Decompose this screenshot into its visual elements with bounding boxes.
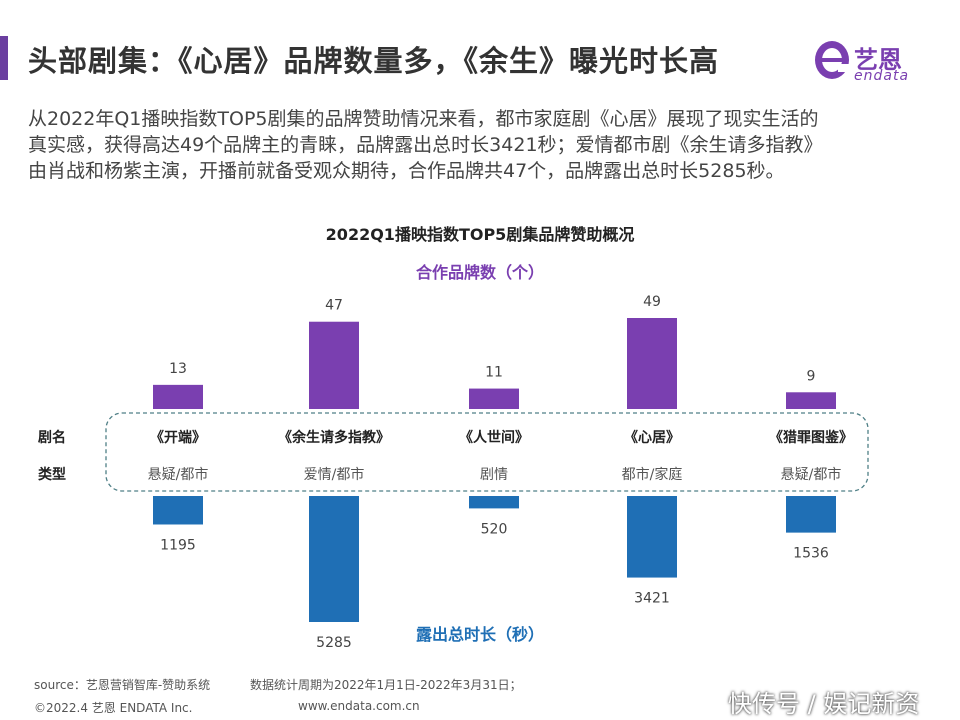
description-line: 从2022年Q1播映指数TOP5剧集的品牌赞助情况来看，都市家庭剧《心居》展现了…: [28, 108, 819, 130]
legend-exposure-duration: 露出总时长（秒）: [416, 625, 544, 644]
exposure-duration-bar: [309, 496, 359, 622]
website: www.endata.com.cn: [298, 699, 420, 713]
brand-count-label: 9: [807, 368, 816, 384]
brand-count-label: 49: [643, 294, 661, 310]
watermark: 快传号 / 娱记新资: [728, 690, 920, 718]
brand-count-label: 11: [485, 365, 503, 381]
drama-name-label: 《余生请多指教》: [278, 429, 390, 446]
brand-count-bar: [153, 384, 203, 409]
exposure-duration-bar: [469, 496, 519, 509]
logo-text: 艺恩: [854, 46, 902, 74]
exposure-duration-label: 1536: [793, 546, 829, 562]
period-note: 数据统计周期为2022年1月1日-2022年3月31日；: [250, 678, 522, 692]
endata-logo: 艺恩 endata: [812, 38, 942, 88]
brand-count-label: 47: [325, 298, 343, 314]
drama-genre-label: 悬疑/都市: [148, 466, 209, 483]
drama-name-label: 《猎罪图鉴》: [769, 429, 853, 446]
source-note: source：艺恩营销智库-赞助系统: [34, 678, 211, 692]
drama-genre-label: 爱情/都市: [304, 466, 365, 483]
drama-genre-label: 悬疑/都市: [781, 466, 842, 483]
exposure-duration-label: 3421: [634, 591, 670, 607]
exposure-duration-label: 520: [481, 521, 508, 537]
exposure-duration-bar: [627, 496, 677, 578]
row-label-name: 剧名: [38, 429, 66, 446]
legend-brand-count: 合作品牌数（个）: [416, 263, 544, 282]
brand-count-bar: [309, 321, 359, 409]
brand-count-label: 13: [169, 361, 187, 377]
category-box: [105, 412, 869, 492]
description-paragraph: 从2022年Q1播映指数TOP5剧集的品牌赞助情况来看，都市家庭剧《心居》展现了…: [28, 106, 928, 184]
chart-title: 2022Q1播映指数TOP5剧集品牌赞助概况: [325, 225, 635, 244]
exposure-duration-bar: [786, 496, 836, 533]
description-line: 真实感，获得高达49个品牌主的青睐，品牌露出总时长3421秒；爱情都市剧《余生请…: [28, 134, 823, 156]
brand-count-bar: [786, 392, 836, 409]
title-accent-bar: [0, 36, 8, 80]
drama-genre-label: 都市/家庭: [622, 466, 683, 483]
row-label-type: 类型: [38, 466, 66, 483]
drama-name-label: 《人世间》: [459, 429, 529, 446]
drama-genre-label: 剧情: [480, 467, 508, 483]
exposure-duration-bar: [153, 496, 203, 525]
drama-name-label: 《心居》: [624, 430, 680, 446]
description-line: 由肖战和杨紫主演，开播前就备受观众期待，合作品牌共47个，品牌露出总时长5285…: [28, 160, 785, 182]
logo-subtext: endata: [854, 68, 910, 84]
brand-count-bar: [469, 388, 519, 409]
exposure-duration-label: 1195: [160, 537, 196, 553]
drama-name-label: 《开端》: [150, 429, 206, 446]
brand-count-bar: [627, 318, 677, 409]
copyright: ©2022.4 艺恩 ENDATA Inc.: [34, 701, 193, 715]
exposure-duration-label: 5285: [316, 635, 352, 651]
endata-logo-icon: [815, 41, 850, 79]
page-title: 头部剧集：《心居》品牌数量多，《余生》曝光时长高: [28, 44, 720, 78]
